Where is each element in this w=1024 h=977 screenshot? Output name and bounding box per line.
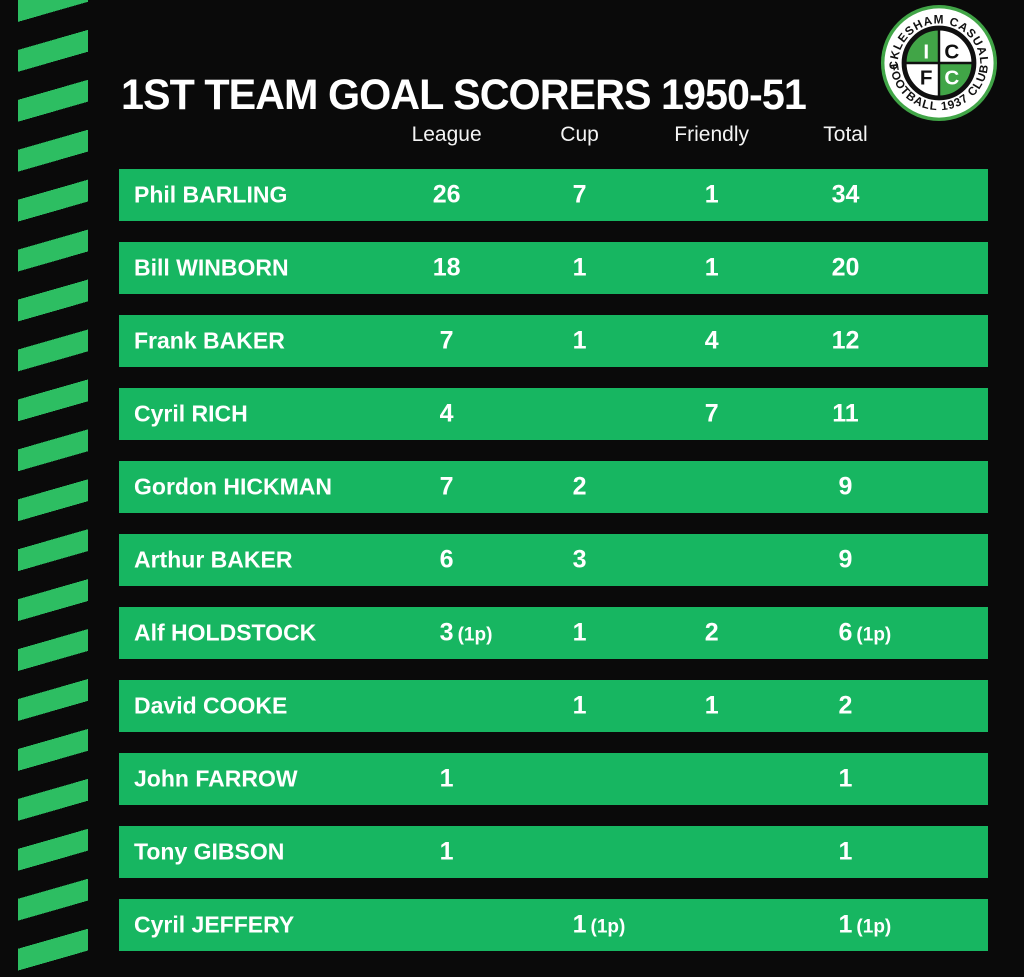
player-name: David COOKE: [134, 692, 288, 719]
page-title: 1ST TEAM GOAL SCORERS 1950-51: [121, 70, 807, 119]
stat-cell: 4: [439, 399, 454, 428]
player-name: Gordon HICKMAN: [134, 473, 333, 500]
stat-cell: 2: [838, 691, 853, 720]
column-header-cup: Cup: [560, 123, 599, 146]
stat-cell: 1: [439, 837, 454, 866]
player-name: Cyril RICH: [134, 400, 248, 427]
stat-cell: 6 (1p): [838, 618, 892, 647]
stat-cell: 1: [439, 764, 454, 793]
table-header-row: League Cup Friendly Total: [119, 118, 988, 152]
table-row: Frank BAKER 7 1 4 12: [119, 315, 988, 367]
table-row: Gordon HICKMAN 7 2 9: [119, 461, 988, 513]
player-name: Cyril JEFFERY: [134, 911, 295, 938]
table-row: Cyril JEFFERY 1 (1p) 1 (1p): [119, 899, 988, 951]
goal-scorers-table: League Cup Friendly Total Phil BARLING 26…: [119, 118, 988, 951]
crest-quadrant-bl: [905, 63, 939, 97]
stat-cell: 1: [704, 180, 719, 209]
table-row: Alf HOLDSTOCK 3 (1p) 1 2 6 (1p): [119, 607, 988, 659]
player-name: Alf HOLDSTOCK: [134, 619, 317, 646]
stat-cell: 4: [704, 326, 719, 355]
stat-cell: 1: [704, 691, 719, 720]
stat-cell: 1: [572, 691, 587, 720]
stat-cell: 1: [838, 764, 853, 793]
table-row: Phil BARLING 26 7 1 34: [119, 169, 988, 221]
stat-cell: 3 (1p): [439, 618, 493, 647]
crest-letter-f: F: [920, 66, 933, 89]
stat-cell: 1: [572, 253, 587, 282]
column-header-league: League: [411, 123, 482, 146]
player-name: Arthur BAKER: [134, 546, 293, 573]
scorer-rows: Phil BARLING 26 7 1 34 Bill WINBORN 18 1 1 20 Fran…: [119, 169, 988, 951]
stat-cell: 6: [439, 545, 454, 574]
stat-cell: 26: [432, 180, 461, 209]
stat-cell: 1 (1p): [838, 910, 892, 939]
penalty-note: (1p): [590, 916, 626, 938]
table-row: Cyril RICH 4 7 11: [119, 388, 988, 440]
crest-letter-c2: C: [944, 66, 959, 89]
crest-letter-i: I: [923, 41, 929, 64]
stat-cell: 18: [432, 253, 461, 282]
penalty-note: (1p): [457, 624, 493, 646]
stat-cell: 11: [832, 399, 859, 428]
stat-cell: 12: [831, 326, 860, 355]
stat-cell: 7: [439, 472, 454, 501]
club-crest-logo: ICKLESHAM CASUALS FOOTBALL 1937 CLUB I C…: [880, 4, 998, 122]
player-name: John FARROW: [134, 765, 298, 792]
stat-cell: 1: [704, 253, 719, 282]
player-name: Tony GIBSON: [134, 838, 285, 865]
stat-cell: 1: [572, 618, 587, 647]
crest-quadrant-tr: [939, 29, 973, 64]
stat-cell: 3: [572, 545, 587, 574]
table-row: Tony GIBSON 1 1: [119, 826, 988, 878]
stat-cell: 9: [838, 545, 853, 574]
crest-letter-c1: C: [944, 41, 959, 64]
table-row: Bill WINBORN 18 1 1 20: [119, 242, 988, 294]
crest-quadrant-tl: [905, 29, 939, 64]
table-row: John FARROW 1 1: [119, 753, 988, 805]
stat-cell: 7: [704, 399, 719, 428]
column-header-friendly: Friendly: [674, 123, 750, 146]
stat-cell: 7: [439, 326, 454, 355]
column-header-total: Total: [823, 123, 868, 146]
diagonal-stripes-decoration: [18, 0, 88, 977]
penalty-note: (1p): [856, 916, 892, 938]
stat-cell: 9: [838, 472, 853, 501]
player-name: Bill WINBORN: [134, 254, 289, 281]
player-name: Frank BAKER: [134, 327, 285, 354]
stat-cell: 20: [831, 253, 860, 282]
player-name: Phil BARLING: [134, 181, 288, 208]
crest-quadrant-br: [939, 63, 973, 97]
stat-cell: 7: [572, 180, 587, 209]
stat-cell: 1 (1p): [572, 910, 626, 939]
penalty-note: (1p): [856, 624, 892, 646]
stat-cell: 2: [704, 618, 719, 647]
table-row: David COOKE 1 1 2: [119, 680, 988, 732]
stat-cell: 1: [572, 326, 587, 355]
table-row: Arthur BAKER 6 3 9: [119, 534, 988, 586]
stat-cell: 1: [838, 837, 853, 866]
stat-cell: 2: [572, 472, 587, 501]
stat-cell: 34: [831, 180, 860, 209]
